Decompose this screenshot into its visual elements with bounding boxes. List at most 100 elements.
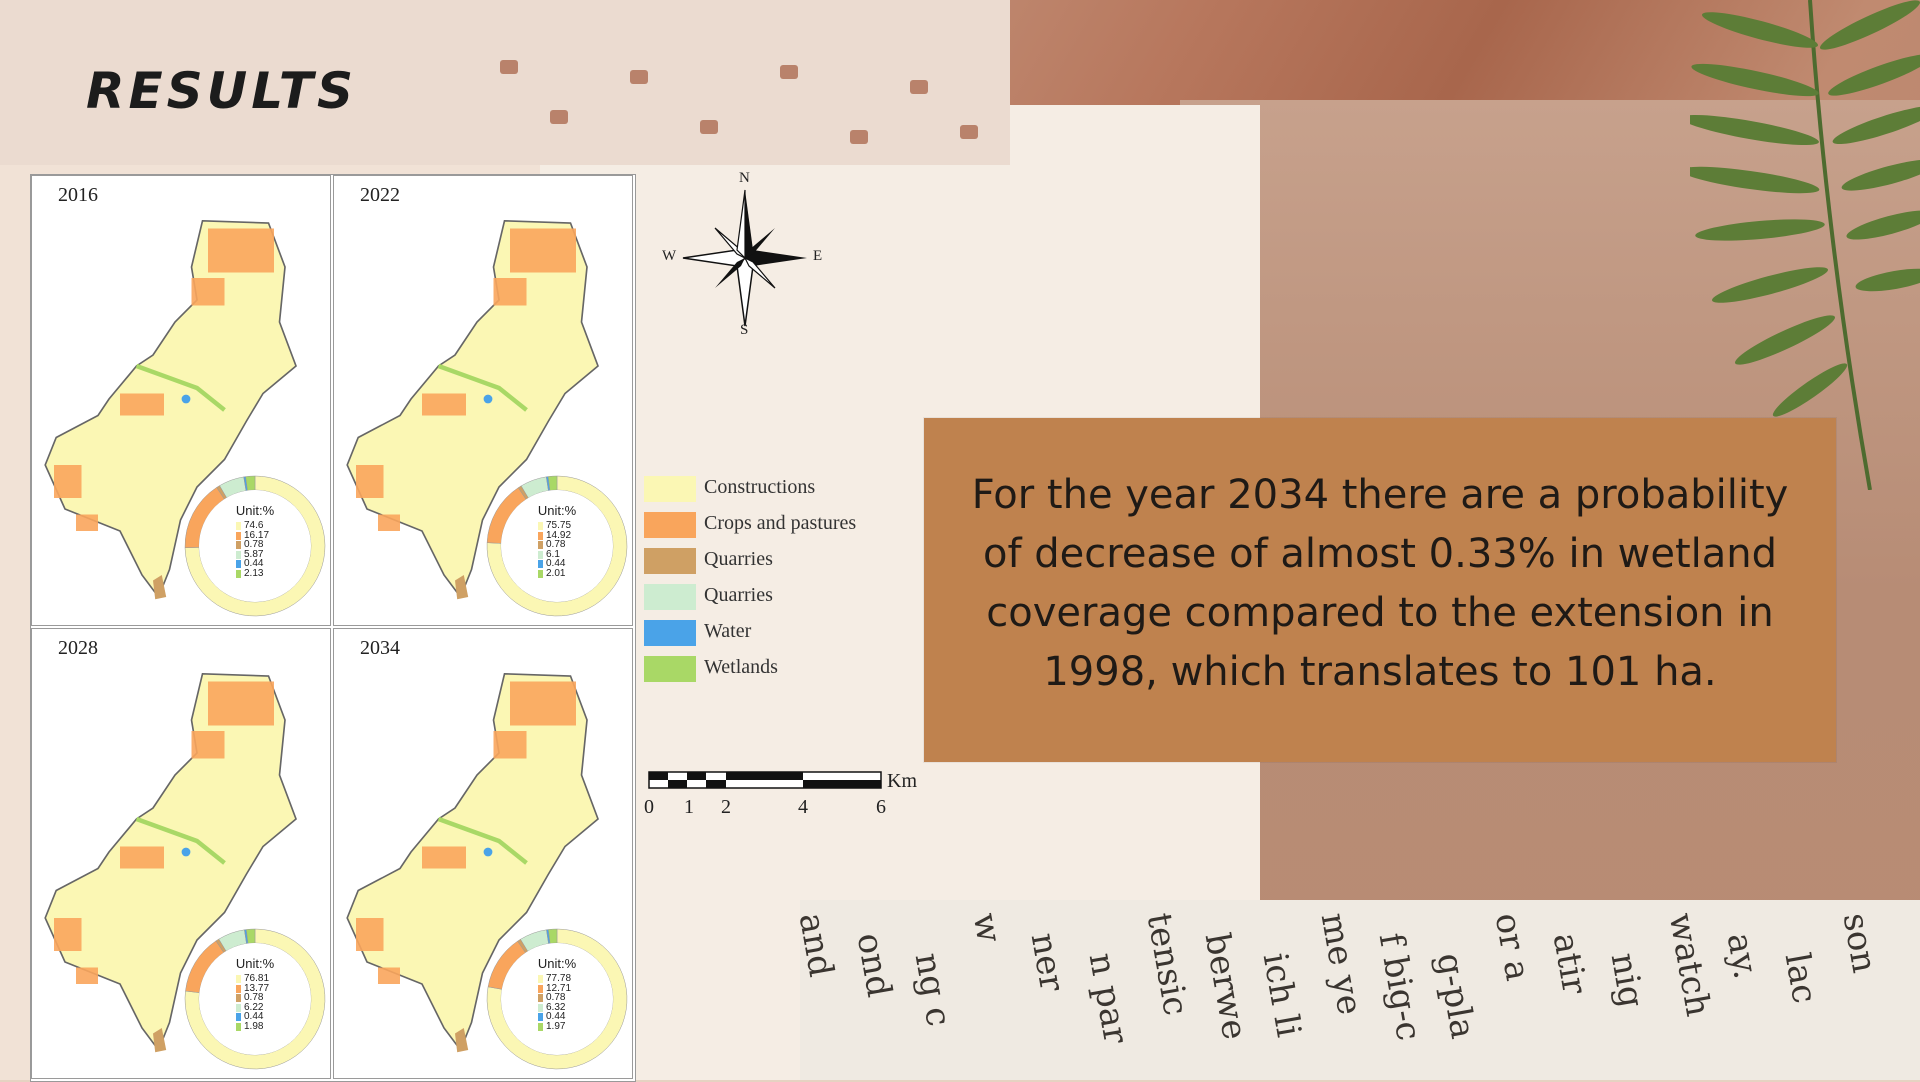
scale-tick-label: 4 [798,796,808,818]
donut-value: 0.78 [538,540,571,550]
donut-value: 0.78 [538,993,571,1003]
donut-value: 5.87 [236,549,269,560]
donut-value: 0.44 [538,1012,571,1022]
cover-share-donut: Unit:% 75.75 14.92 0.78 6.1 0.44 2.01 [482,471,632,621]
donut-unit-label: Unit:% [235,503,275,518]
newspaper-word: watch [1660,910,1719,1020]
findings-text: For the year 2034 there are a probabilit… [971,472,1789,695]
donut-value-list: 76.81 13.77 0.78 6.22 0.44 1.98 [236,974,269,1031]
newspaper-word: ner [1022,930,1073,995]
donut-value: 6.22 [236,1002,269,1013]
donut-value: 14.92 [538,530,571,541]
donut-value: 12.71 [538,983,571,994]
donut-value: 75.75 [538,521,571,531]
land-cover-map [346,672,599,1053]
legend-swatch [644,476,696,502]
legend-label: Quarries [704,548,773,570]
compass-south-label: S [740,322,749,338]
map-year-label: 2022 [360,184,400,206]
legend-label: Crops and pastures [704,512,857,534]
newspaper-word: ng c [906,950,959,1030]
map-cell-2028: 2028 Unit:% 76.81 13.77 0.78 6.22 0.44 1.98 [31,628,331,1079]
donut-value: 74.6 [236,521,269,531]
donut-value: 6.1 [538,549,571,560]
legend-label: Wetlands [704,656,778,678]
newspaper-clipping: and ond ng c w ner n par tensic berwe ich li me y… [800,900,1920,1080]
donut-value: 76.81 [236,974,269,984]
newspaper-word: ond [848,930,900,1001]
findings-textbox: For the year 2034 there are a probabilit… [924,418,1836,762]
map-year-label: 2028 [58,637,98,659]
donut-unit-label: Unit:% [537,956,577,971]
land-cover-map [44,672,297,1053]
map-year-label: 2034 [360,637,400,659]
newspaper-word: n par [1080,950,1136,1047]
newspaper-word: f big-c [1370,930,1429,1044]
donut-slice [245,475,256,491]
scale-bar-graphic [648,771,882,789]
donut-value: 1.98 [236,1021,269,1032]
land-cover-map [44,219,297,600]
scale-tick-label: 2 [721,796,731,818]
header-paper-strip [0,0,1010,165]
slide-title: RESULTS [86,62,357,120]
scale-bar: Km 0 1 2 4 6 [644,768,928,828]
newspaper-word: ich li [1254,950,1309,1041]
compass-north-label: N [739,170,750,186]
compass-rose: N S E W [660,170,823,340]
newspaper-word: me ye [1312,910,1370,1018]
legend-swatch [644,620,696,646]
donut-value: 0.78 [236,993,269,1003]
compass-east-label: E [813,248,823,264]
land-cover-map [346,219,599,600]
legend-label: Water [704,620,752,642]
fern-leaf-decoration [1690,0,1920,490]
newspaper-word: and [800,910,842,980]
map-cell-2016: 2016 Unit:% 74.6 16.17 0.78 5.87 0.44 2.13 [31,175,331,626]
scale-tick-label: 0 [644,796,654,818]
cover-share-donut: Unit:% 76.81 13.77 0.78 6.22 0.44 1.98 [180,924,330,1074]
donut-value-list: 75.75 14.92 0.78 6.1 0.44 2.01 [538,521,571,578]
donut-value: 13.77 [236,983,269,994]
scale-tick-label: 6 [876,796,886,818]
newspaper-word: berwe [1196,930,1255,1043]
donut-value-list: 74.6 16.17 0.78 5.87 0.44 2.13 [236,521,269,578]
donut-unit-label: Unit:% [235,956,275,971]
legend-swatch [644,548,696,574]
newspaper-word: lac [1776,950,1825,1007]
newspaper-word: or a [1486,910,1538,984]
newspaper-word: ay. [1718,930,1766,983]
newspaper-word: nig [1602,950,1652,1011]
donut-value: 1.97 [538,1021,571,1032]
donut-value: 77.78 [538,974,571,984]
newspaper-word: son [1834,910,1885,976]
legend-swatch [644,512,696,538]
donut-unit-label: Unit:% [537,503,577,518]
cover-share-donut: Unit:% 77.78 12.71 0.78 6.32 0.44 1.97 [482,924,632,1074]
scale-tick-label: 1 [684,796,694,818]
donut-value: 2.01 [538,568,571,579]
newspaper-word: atir [1544,930,1595,998]
donut-value: 0.78 [236,540,269,550]
donut-slice [246,928,256,944]
compass-star-icon [682,189,807,327]
legend-label: Quarries [704,584,773,606]
donut-value-list: 77.78 12.71 0.78 6.32 0.44 1.97 [538,974,571,1031]
torn-paper-edge [490,40,1010,160]
legend-swatch [644,656,696,682]
donut-value: 2.13 [236,568,269,579]
donut-slice [547,475,558,491]
legend-swatch [644,584,696,610]
scale-unit: Km [887,770,917,792]
compass-west-label: W [662,248,677,264]
newspaper-word: tensic [1138,910,1196,1019]
donut-slice [548,928,558,944]
donut-value: 6.32 [538,1002,571,1013]
donut-value: 0.44 [538,559,571,569]
newspaper-word: w [964,910,1010,946]
map-year-label: 2016 [58,184,98,206]
land-cover-maps-panel: 2016 Unit:% 74.6 16.17 0.78 5.87 0.44 2.13 2022 U… [30,174,636,1082]
donut-value: 16.17 [236,530,269,541]
newspaper-word: g-pla [1428,950,1483,1042]
legend-label: Constructions [704,476,816,498]
